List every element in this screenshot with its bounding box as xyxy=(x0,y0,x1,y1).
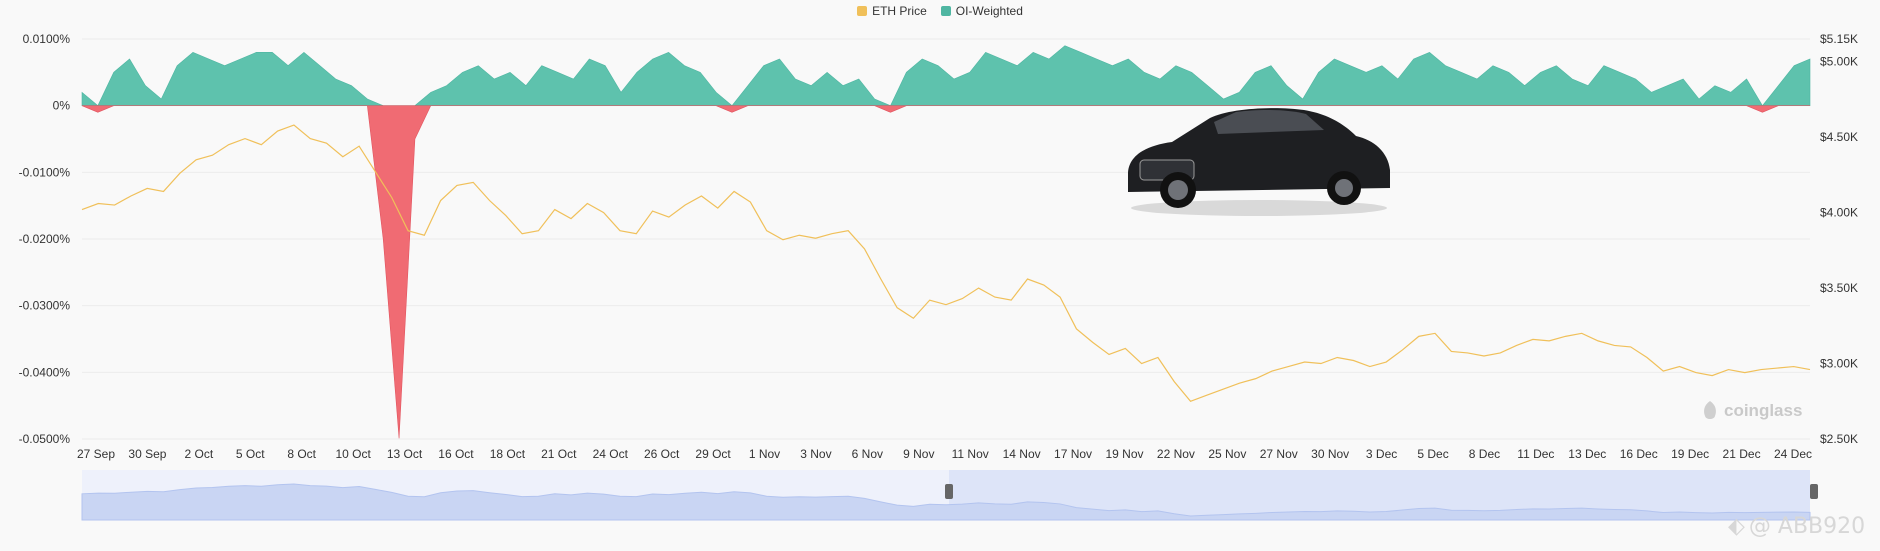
oi-weighted-positive-area xyxy=(81,45,1811,107)
x-tick-label: 27 Nov xyxy=(1260,447,1298,461)
x-tick-label: 25 Nov xyxy=(1208,447,1246,461)
x-tick-label: 11 Nov xyxy=(952,447,989,461)
diamond-icon: ⬖ xyxy=(1728,514,1745,539)
x-tick-label: 14 Nov xyxy=(1003,447,1041,461)
y-left-tick-label: -0.0500% xyxy=(19,432,71,446)
y-left-tick-label: -0.0100% xyxy=(19,165,71,179)
x-tick-label: 13 Oct xyxy=(387,447,423,461)
x-tick-label: 21 Oct xyxy=(541,447,577,461)
legend-item-eth-price[interactable]: ETH Price xyxy=(857,4,927,18)
y-left-tick-label: 0.0100% xyxy=(23,32,71,46)
x-tick-label: 8 Dec xyxy=(1469,447,1500,461)
car-image xyxy=(1128,108,1390,216)
y-left-tick-label: -0.0200% xyxy=(19,232,71,246)
chart-legend: ETH Price OI-Weighted xyxy=(0,4,1880,18)
x-tick-label: 24 Dec xyxy=(1774,447,1812,461)
x-tick-label: 27 Sep xyxy=(77,447,115,461)
x-tick-label: 6 Nov xyxy=(852,447,883,461)
x-tick-label: 16 Oct xyxy=(438,447,474,461)
y-right-tick-label: $5.00K xyxy=(1820,55,1858,69)
y-left-tick-label: -0.0400% xyxy=(19,365,71,379)
x-tick-label: 10 Oct xyxy=(335,447,371,461)
y-right-tick-label: $3.00K xyxy=(1820,357,1858,371)
x-tick-label: 18 Oct xyxy=(490,447,526,461)
coinglass-logo-icon xyxy=(1704,401,1716,419)
x-tick-label: 16 Dec xyxy=(1620,447,1658,461)
x-tick-label: 8 Oct xyxy=(287,447,316,461)
x-tick-label: 9 Nov xyxy=(903,447,934,461)
navigator-area xyxy=(81,483,1811,521)
x-tick-label: 19 Nov xyxy=(1105,447,1143,461)
coinglass-watermark: coinglass xyxy=(1700,399,1802,423)
x-tick-label: 5 Oct xyxy=(236,447,265,461)
coinglass-brand: coinglass xyxy=(1724,401,1803,420)
y-left-tick-label: 0% xyxy=(53,99,71,113)
x-tick-label: 29 Oct xyxy=(695,447,731,461)
legend-label-oi: OI-Weighted xyxy=(955,4,1023,18)
legend-label-eth: ETH Price xyxy=(872,4,927,18)
x-tick-label: 21 Dec xyxy=(1723,447,1761,461)
y-right-tick-label: $5.15K xyxy=(1820,32,1858,46)
x-tick-label: 11 Dec xyxy=(1517,447,1554,461)
y-right-tick-label: $3.50K xyxy=(1820,281,1858,295)
oi-weighted-swatch xyxy=(940,6,951,16)
x-tick-label: 24 Oct xyxy=(593,447,629,461)
x-tick-label: 13 Dec xyxy=(1568,447,1606,461)
x-tick-label: 3 Dec xyxy=(1366,447,1397,461)
navigator-handle-left[interactable] xyxy=(945,484,953,499)
x-tick-label: 3 Nov xyxy=(800,447,831,461)
x-tick-label: 5 Dec xyxy=(1417,447,1448,461)
eth-price-line xyxy=(81,124,1811,402)
x-tick-label: 22 Nov xyxy=(1157,447,1195,461)
oi-weighted-negative-area xyxy=(81,105,1810,439)
y-right-tick-label: $4.50K xyxy=(1820,130,1858,144)
x-tick-label: 30 Sep xyxy=(128,447,166,461)
legend-item-oi-weighted[interactable]: OI-Weighted xyxy=(940,4,1023,18)
author-signature: ⬖ @ ABB920 xyxy=(1728,514,1865,539)
y-right-tick-label: $4.00K xyxy=(1820,206,1858,220)
y-left-tick-label: -0.0300% xyxy=(19,299,71,313)
x-tick-label: 19 Dec xyxy=(1671,447,1709,461)
eth-price-swatch xyxy=(857,6,868,16)
x-tick-label: 2 Oct xyxy=(185,447,214,461)
y-right-tick-label: $2.50K xyxy=(1820,432,1858,446)
x-tick-label: 17 Nov xyxy=(1054,447,1092,461)
x-tick-label: 1 Nov xyxy=(749,447,780,461)
x-tick-label: 30 Nov xyxy=(1311,447,1349,461)
signature-text: @ ABB920 xyxy=(1748,514,1866,539)
navigator-handle-right[interactable] xyxy=(1810,484,1818,499)
x-tick-label: 26 Oct xyxy=(644,447,680,461)
